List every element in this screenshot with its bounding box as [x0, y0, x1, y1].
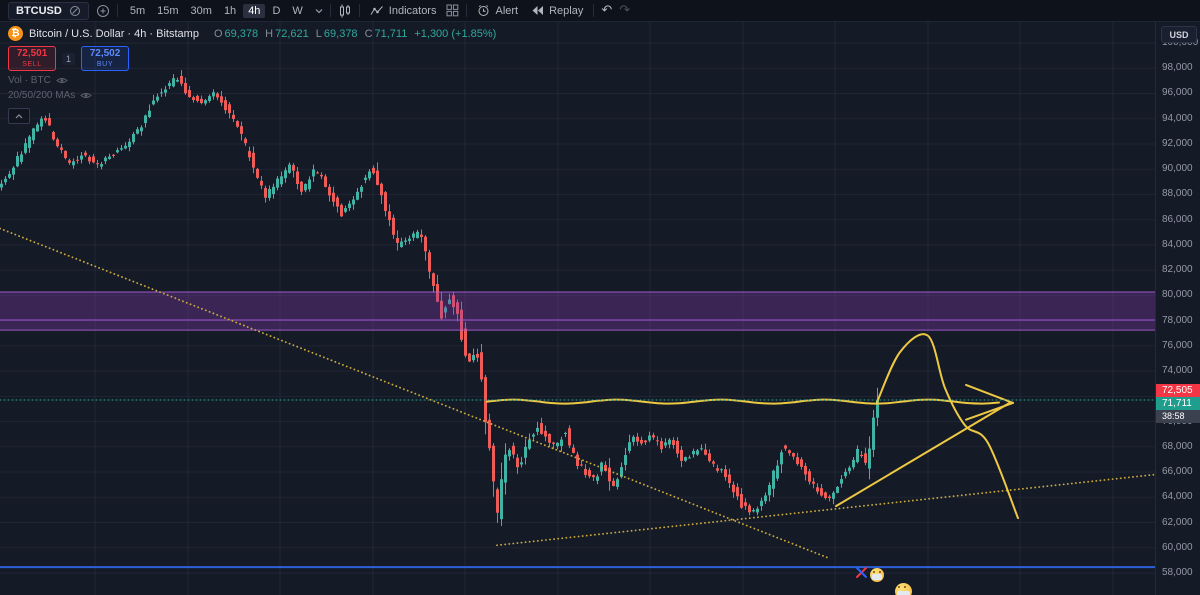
price-axis-label: 66,000: [1162, 466, 1193, 478]
timeframe-5m[interactable]: 5m: [129, 4, 146, 17]
sell-price-badge: 72,505: [1156, 383, 1200, 397]
price-axis-label: 96,000: [1162, 87, 1193, 99]
symbol-switch-icon[interactable]: [69, 5, 81, 17]
countdown-badge: 38:58: [1156, 409, 1200, 423]
chart-legend-overlay: ₿ Bitcoin / U.S. Dollar · 4h · Bitstamp …: [8, 26, 496, 124]
ohlc-low-value: 69,378: [323, 27, 358, 40]
timeframe-chevron-icon[interactable]: [315, 8, 323, 14]
mask-emoji-sticker[interactable]: [870, 568, 884, 582]
sell-price: 72,501: [16, 48, 48, 59]
price-axis-label: 98,000: [1162, 62, 1193, 74]
change-value: +1,300 (+1.85%): [414, 27, 497, 40]
indicator-legend-row-1[interactable]: 20/50/200 MAs: [8, 90, 496, 101]
price-axis-label: 82,000: [1162, 264, 1193, 276]
mask-emoji-sticker[interactable]: [895, 583, 912, 595]
timeframe-4h[interactable]: 4h: [243, 3, 266, 18]
timeframe-1h[interactable]: 1h: [223, 4, 237, 17]
sell-button[interactable]: 72,501 SELL: [8, 46, 56, 71]
symbol-search-box[interactable]: BTCUSD: [8, 1, 89, 20]
separator: [329, 4, 331, 17]
price-axis-label: 62,000: [1162, 516, 1193, 528]
price-chart-canvas[interactable]: [0, 22, 1155, 595]
symbol-name: BTCUSD: [16, 4, 62, 17]
ohlc-open-label: O: [213, 27, 223, 40]
ohlc-high-value: 72,621: [275, 27, 309, 40]
price-axis-label: 68,000: [1162, 440, 1193, 452]
chart-type-candles-icon[interactable]: [338, 4, 352, 18]
ohlc-high-label: H: [265, 27, 274, 40]
chart-area[interactable]: ₿ Bitcoin / U.S. Dollar · 4h · Bitstamp …: [0, 22, 1155, 595]
price-axis-label: 74,000: [1162, 365, 1193, 377]
ohlc-values: O 69,378 H 72,621 L 69,378 C 71,711 +1,300 (…: [207, 28, 496, 40]
timeframe-D[interactable]: D: [272, 4, 281, 17]
alert-button[interactable]: Alert: [474, 2, 521, 19]
price-axis[interactable]: USD 100,00098,00096,00094,00092,00090,00…: [1155, 22, 1200, 595]
indicators-icon: [370, 5, 384, 17]
indicators-button[interactable]: Indicators: [367, 3, 440, 19]
buy-button[interactable]: 72,502 BUY: [81, 46, 130, 71]
separator: [116, 4, 118, 17]
buy-price: 72,502: [89, 48, 121, 59]
compare-add-icon[interactable]: [96, 4, 110, 18]
replay-icon: [531, 5, 544, 16]
alert-label: Alert: [495, 4, 519, 17]
undo-icon[interactable]: ↶: [601, 3, 613, 18]
currency-toggle-button[interactable]: USD: [1161, 26, 1197, 43]
indicator-legend: Vol · BTC 20/50/200 MAs: [8, 71, 496, 101]
price-axis-label: 80,000: [1162, 289, 1193, 301]
pane-collapse-button[interactable]: [8, 108, 30, 124]
price-axis-label: 60,000: [1162, 541, 1193, 553]
last-price-badge: 71,711: [1156, 396, 1200, 410]
price-axis-label: 84,000: [1162, 238, 1193, 250]
price-axis-label: 78,000: [1162, 314, 1193, 326]
timeframe-group: 5m 15m 30m 1h 4h D W: [125, 3, 308, 18]
ohlc-low-label: L: [315, 27, 322, 40]
redo-icon[interactable]: ↷: [619, 3, 631, 18]
top-toolbar: BTCUSD 5m 15m 30m 1h 4h D W Indicators: [0, 0, 1200, 22]
separator: [358, 4, 360, 17]
price-axis-label: 58,000: [1162, 567, 1193, 578]
indicator-templates-icon[interactable]: [446, 4, 459, 17]
price-axis-label: 76,000: [1162, 339, 1193, 351]
swap-arrows-sticker[interactable]: [855, 566, 868, 584]
separator: [466, 4, 468, 17]
visibility-eye-icon[interactable]: [55, 76, 68, 85]
ohlc-close-label: C: [364, 27, 373, 40]
indicator-label: Vol · BTC: [8, 75, 51, 86]
indicator-legend-row-0[interactable]: Vol · BTC: [8, 75, 496, 86]
indicator-label: 20/50/200 MAs: [8, 90, 76, 101]
timeframe-15m[interactable]: 15m: [157, 4, 179, 17]
buy-label: BUY: [96, 61, 114, 68]
timeframe-30m[interactable]: 30m: [190, 4, 212, 17]
price-axis-label: 90,000: [1162, 163, 1193, 175]
price-axis-label: 92,000: [1162, 137, 1193, 149]
ohlc-close-value: 71,711: [374, 27, 408, 40]
price-axis-label: 88,000: [1162, 188, 1193, 200]
sell-label: SELL: [22, 61, 42, 68]
price-axis-label: 86,000: [1162, 213, 1193, 225]
ohlc-open-value: 69,378: [224, 27, 259, 40]
price-axis-label: 94,000: [1162, 112, 1193, 124]
separator: [593, 4, 595, 17]
price-axis-label: 64,000: [1162, 491, 1193, 503]
replay-button[interactable]: Replay: [528, 3, 586, 19]
replay-label: Replay: [549, 4, 584, 17]
timeframe-W[interactable]: W: [292, 4, 303, 17]
indicators-label: Indicators: [388, 4, 437, 17]
visibility-eye-icon[interactable]: [80, 91, 93, 100]
alert-clock-icon: [477, 4, 490, 17]
bitcoin-logo-icon: ₿: [8, 26, 23, 41]
spread-value: 1: [62, 52, 76, 65]
symbol-title[interactable]: Bitcoin / U.S. Dollar · 4h · Bitstamp: [29, 27, 199, 40]
